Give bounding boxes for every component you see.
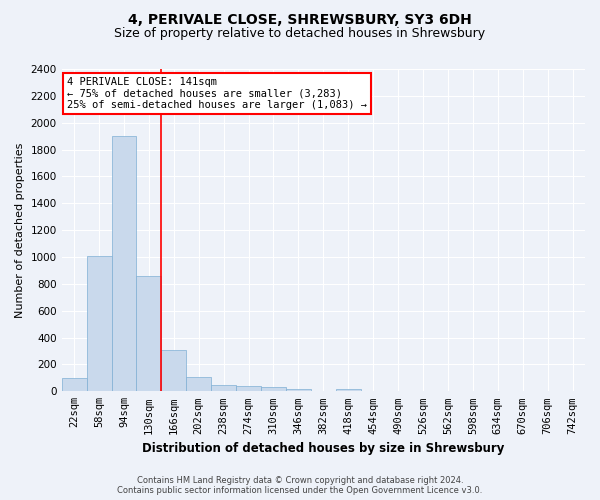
Text: Contains HM Land Registry data © Crown copyright and database right 2024.
Contai: Contains HM Land Registry data © Crown c… bbox=[118, 476, 482, 495]
Text: Size of property relative to detached houses in Shrewsbury: Size of property relative to detached ho… bbox=[115, 28, 485, 40]
Text: 4, PERIVALE CLOSE, SHREWSBURY, SY3 6DH: 4, PERIVALE CLOSE, SHREWSBURY, SY3 6DH bbox=[128, 12, 472, 26]
X-axis label: Distribution of detached houses by size in Shrewsbury: Distribution of detached houses by size … bbox=[142, 442, 505, 455]
Bar bbox=[286, 390, 311, 392]
Bar bbox=[186, 376, 211, 392]
Bar bbox=[161, 350, 186, 392]
Bar bbox=[236, 386, 261, 392]
Bar bbox=[112, 136, 136, 392]
Bar bbox=[261, 388, 286, 392]
Bar bbox=[86, 256, 112, 392]
Text: 4 PERIVALE CLOSE: 141sqm
← 75% of detached houses are smaller (3,283)
25% of sem: 4 PERIVALE CLOSE: 141sqm ← 75% of detach… bbox=[67, 77, 367, 110]
Y-axis label: Number of detached properties: Number of detached properties bbox=[15, 142, 25, 318]
Bar bbox=[62, 378, 86, 392]
Bar bbox=[211, 384, 236, 392]
Bar bbox=[136, 276, 161, 392]
Bar bbox=[336, 390, 361, 392]
